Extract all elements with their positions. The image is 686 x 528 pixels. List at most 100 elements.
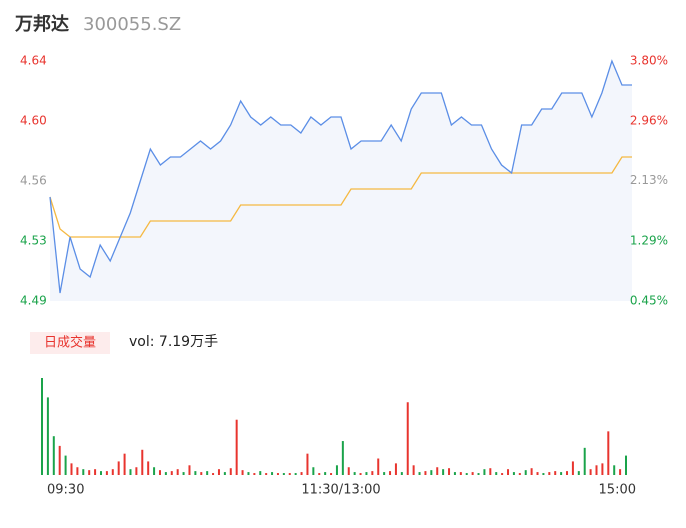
volume-bar [548,472,551,475]
volume-bar [76,467,79,475]
volume-bar [453,472,456,475]
volume-bar [448,468,451,475]
volume-bar [377,458,380,475]
y-tick-label: 4.49 [20,294,47,308]
price-line [49,59,632,294]
volume-bar [607,431,610,475]
volume-bar [70,463,73,475]
volume-bar [365,472,368,475]
volume-bar [200,472,203,475]
volume-bar [412,465,415,475]
volume-bar [194,471,197,475]
volume-bar [619,469,622,475]
volume-bar [300,472,303,475]
volume-bar [400,472,403,475]
volume-bar [46,397,49,475]
volume-bar [613,465,616,475]
volume-bar [483,469,486,475]
volume-bar [271,472,274,475]
volume-badge [30,332,110,354]
volume-bar [625,455,627,475]
volume-bar [601,463,604,475]
volume-bar [583,447,586,475]
volume-bar [123,453,126,475]
y-tick-label: 4.64 [20,54,47,68]
volume-bar [247,472,250,475]
volume-bar [276,473,279,475]
stock-name: 万邦达 [14,13,69,35]
volume-bar [418,472,421,475]
volume-bar [512,472,515,475]
avg-line [49,156,632,238]
volume-bar [383,472,386,475]
volume-bar [288,473,291,475]
volume-bar [235,419,238,475]
volume-bar [536,472,539,475]
volume-bar [99,471,102,475]
volume-bar [542,473,545,475]
volume-bar [389,471,392,475]
volume-bar [105,471,108,475]
volume-bar [64,455,67,475]
volume-bar [158,470,161,475]
volume-bar [282,473,285,475]
volume-title: 日成交量 [44,335,96,351]
x-tick-label: 15:00 [599,483,636,498]
volume-bar [436,467,439,475]
volume-bar [424,471,427,475]
volume-bar [524,470,527,475]
volume-bar [477,473,480,475]
volume-bar [88,470,91,475]
volume-bar [465,473,468,475]
volume-bar [341,441,344,475]
volume-bar [206,471,209,475]
volume-bar [241,470,244,475]
volume-bar [577,471,580,475]
volume-bar [347,467,350,475]
volume-bar [318,473,321,475]
volume-bar [170,471,173,475]
volume-bar [518,473,521,475]
y2-tick-label: 0.45% [630,294,668,308]
volume-bar [229,468,232,475]
volume-bar [111,469,114,475]
volume-bar [430,470,433,475]
x-tick-label: 09:30 [47,483,84,498]
volume-bar [141,449,144,475]
y2-tick-label: 2.13% [630,173,668,187]
volume-bar [147,461,150,475]
volume-bar [589,469,592,475]
y2-tick-label: 3.80% [630,54,668,68]
volume-bar [129,469,132,475]
volume-bar [566,471,569,475]
volume-bar [595,465,598,475]
volume-bar [394,463,397,475]
volume-bar [571,461,574,475]
volume-bar [330,473,333,475]
volume-bar [41,378,43,475]
y2-tick-label: 1.29% [630,233,668,247]
volume-bar [153,467,156,475]
volume-bar [554,471,557,475]
volume-bar [471,472,474,475]
volume-bar [176,469,179,475]
y-tick-label: 4.60 [20,114,47,128]
volume-bar [212,473,215,475]
volume-label: vol: 7.19万手 [129,334,218,350]
volume-bar [495,472,498,475]
volume-bar [265,473,268,475]
volume-bar [442,469,445,475]
volume-bar [560,472,563,475]
volume-bar [182,472,185,475]
volume-bar [459,472,462,475]
volume-bar [94,469,97,475]
price-area [50,61,632,301]
volume-bar [82,469,85,475]
volume-bar [324,472,327,475]
volume-bar [117,461,120,475]
volume-bar [188,465,191,475]
volume-bar [353,472,356,475]
volume-bar [489,468,492,475]
volume-bar [253,473,256,475]
volume-bar [501,473,504,475]
